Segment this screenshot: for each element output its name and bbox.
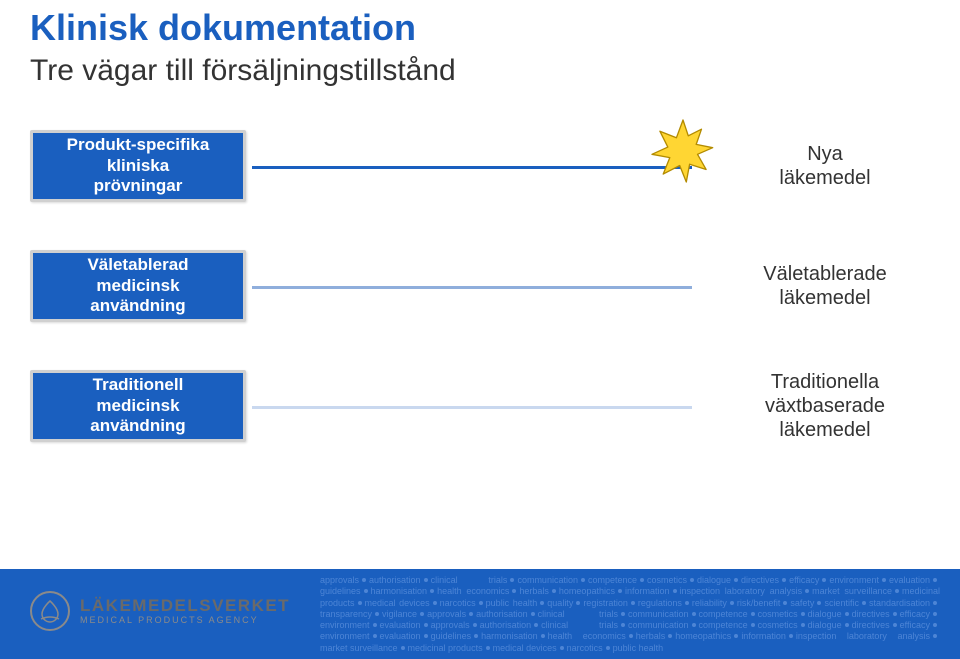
logo-text: LÄKEMEDELSVERKET MEDICAL PRODUCTS AGENCY bbox=[80, 597, 290, 625]
slide: Klinisk dokumentation Tre vägar till för… bbox=[0, 0, 960, 659]
right-label-3: Traditionella växtbaserade läkemedel bbox=[720, 370, 930, 442]
star-icon bbox=[650, 118, 716, 184]
logo: LÄKEMEDELSVERKET MEDICAL PRODUCTS AGENCY bbox=[30, 591, 290, 631]
path-row-1: Produkt-specifika kliniska prövningar Ny… bbox=[30, 130, 930, 202]
right-label-2: Väletablerade läkemedel bbox=[720, 250, 930, 322]
logo-sub: MEDICAL PRODUCTS AGENCY bbox=[80, 616, 290, 625]
slide-subtitle: Tre vägar till försäljningstillstånd bbox=[30, 54, 456, 88]
left-box-2: Väletablerad medicinsk användning bbox=[30, 250, 246, 322]
logo-main: LÄKEMEDELSVERKET bbox=[80, 597, 290, 614]
path-row-2: Väletablerad medicinsk användning Väleta… bbox=[30, 250, 930, 322]
slide-title: Klinisk dokumentation bbox=[30, 8, 416, 48]
connector-2 bbox=[252, 286, 692, 289]
logo-mark-icon bbox=[30, 591, 70, 631]
connector-1 bbox=[252, 166, 692, 169]
footer-bar: LÄKEMEDELSVERKET MEDICAL PRODUCTS AGENCY… bbox=[0, 569, 960, 659]
path-row-3: Traditionell medicinsk användning Tradit… bbox=[30, 370, 930, 442]
connector-3 bbox=[252, 406, 692, 409]
star-shape bbox=[652, 120, 713, 182]
left-box-1: Produkt-specifika kliniska prövningar bbox=[30, 130, 246, 202]
left-box-3: Traditionell medicinsk användning bbox=[30, 370, 246, 442]
footer-keywords: approvalsauthorisationclinical trialscom… bbox=[320, 575, 940, 653]
right-label-1: Nya läkemedel bbox=[720, 130, 930, 202]
